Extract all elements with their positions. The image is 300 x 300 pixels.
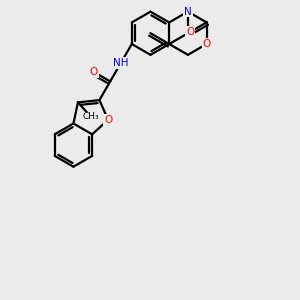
Text: O: O xyxy=(104,115,112,125)
Text: N: N xyxy=(184,7,192,16)
Text: O: O xyxy=(186,27,194,37)
Text: O: O xyxy=(90,67,98,77)
Text: NH: NH xyxy=(113,58,129,68)
Text: CH₃: CH₃ xyxy=(82,112,99,121)
Text: O: O xyxy=(202,39,211,49)
